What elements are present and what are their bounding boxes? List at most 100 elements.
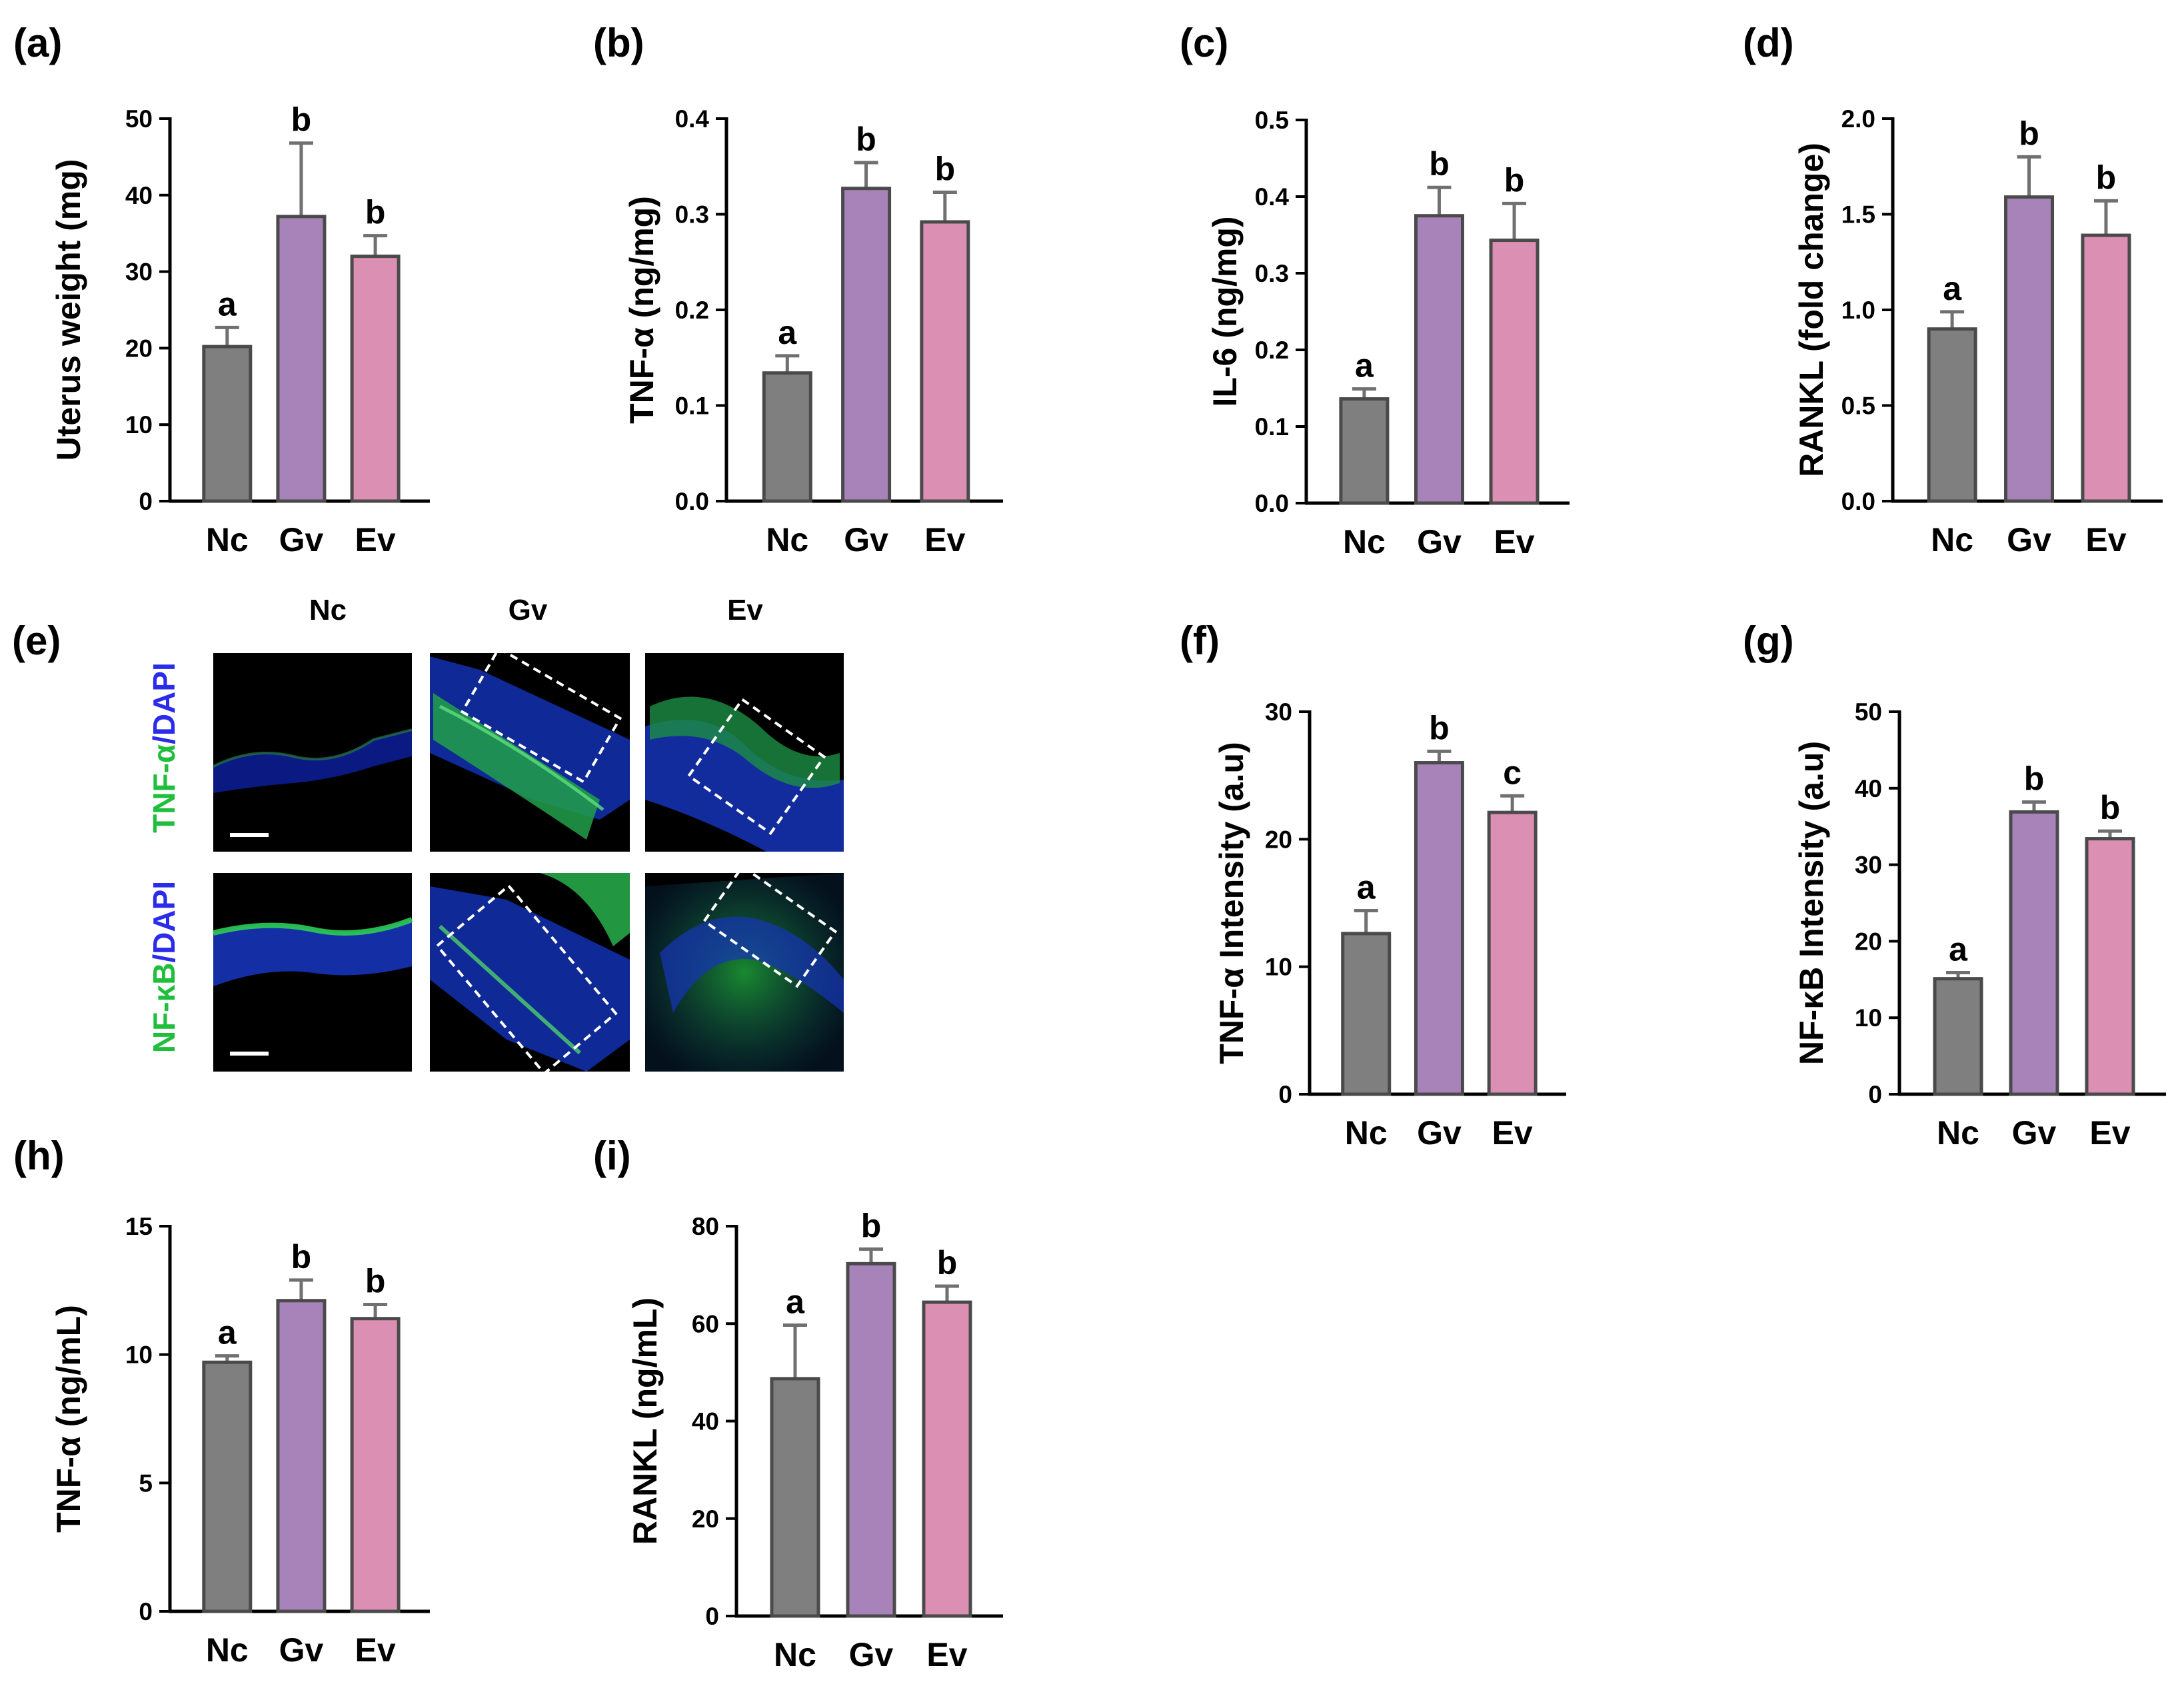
y-axis-label: RANKL (ng/mL) (626, 1297, 664, 1545)
significance-letter-ev: b (2100, 789, 2121, 826)
significance-letter-ev: c (1503, 754, 1522, 791)
y-axis-label: TNF-α (ng/mL) (50, 1305, 87, 1533)
category-label-gv: Gv (844, 521, 888, 558)
y-tick-label: 10 (125, 1341, 153, 1369)
bar-gv (2004, 195, 2055, 503)
bar-nc (1341, 932, 1392, 1096)
significance-letter-nc: a (218, 1314, 237, 1351)
y-tick-label: 10 (125, 411, 153, 438)
chart-f: (f) 0 10 20 30 TNF-α Intensity (a.u) a Nc b Gv c Ev (1180, 618, 1566, 1152)
y-tick-label: 5 (139, 1469, 153, 1497)
tnf-marker-text: TNF-α (147, 744, 181, 833)
panel-label-h: (h) (13, 1134, 65, 1178)
region-of-interest (702, 864, 838, 988)
y-tick-label: 0.0 (675, 488, 709, 515)
bar-ev (920, 220, 970, 503)
significance-letter-ev: b (2096, 159, 2117, 196)
micro-row-label-nfkb: NF-κB/DAPI (147, 881, 181, 1053)
bar-ev (350, 1317, 401, 1613)
y-tick-label: 0 (1278, 1081, 1292, 1108)
region-of-interest (460, 646, 622, 784)
y-tick-label: 0.3 (675, 201, 709, 229)
nfkb-dapi-text: DAPI (147, 881, 181, 954)
category-label-gv: Gv (2012, 1114, 2057, 1152)
category-label-ev: Ev (2085, 521, 2126, 558)
tnf-slash-text: / (147, 736, 181, 744)
bar-gv (276, 1299, 327, 1613)
bar-nc (202, 1360, 253, 1613)
bar-ev (350, 255, 401, 503)
bar-gv (276, 215, 327, 503)
y-tick-label: 50 (1855, 698, 1882, 726)
bar-nc (770, 1377, 820, 1618)
y-tick-label: 20 (692, 1505, 719, 1533)
significance-letter-gv: b (2019, 115, 2039, 152)
category-label-nc: Nc (774, 1636, 816, 1673)
micro-column-gv: Gv (509, 594, 548, 626)
y-tick-label: 0.1 (675, 393, 709, 420)
micrograph-nfkb-gv (430, 873, 630, 1076)
y-tick-label: 40 (1855, 775, 1882, 802)
category-label-nc: Nc (1931, 521, 1973, 558)
micrograph-tnf-ev (645, 653, 844, 852)
significance-letter-gv: b (2024, 760, 2045, 797)
y-tick-label: 40 (125, 182, 153, 209)
bar-gv (841, 187, 892, 503)
chart-g: (g) 0 10 20 30 40 50 NF-κB Intensity (a.u) a Nc b G… (1743, 618, 2166, 1152)
y-tick-label: 0.1 (1255, 413, 1289, 440)
significance-letter-ev: b (365, 194, 386, 231)
bar-ev (2081, 233, 2131, 503)
micro-column-ev: Ev (727, 594, 763, 626)
y-axis-label: RANKL (fold change) (1793, 143, 1830, 477)
category-label-gv: Gv (279, 1631, 324, 1669)
category-label-gv: Gv (1417, 1114, 1462, 1152)
y-tick-label: 60 (692, 1310, 719, 1337)
bar-nc (1933, 977, 1983, 1096)
significance-letter-nc: a (1949, 930, 1968, 968)
bar-ev (2085, 837, 2135, 1096)
y-tick-label: 0.5 (1255, 107, 1289, 134)
y-tick-label: 10 (1855, 1004, 1882, 1032)
micrograph-tnf-gv (430, 646, 630, 852)
y-tick-label: 20 (125, 335, 153, 362)
y-tick-label: 0.4 (675, 105, 710, 133)
y-tick-label: 0 (705, 1603, 719, 1630)
category-label-nc: Nc (1343, 523, 1386, 560)
y-tick-label: 40 (692, 1408, 719, 1435)
y-axis-label: TNF-α Intensity (a.u) (1213, 742, 1250, 1064)
significance-letter-ev: b (1504, 161, 1525, 199)
y-axis-label: NF-κB Intensity (a.u) (1793, 741, 1830, 1065)
category-label-ev: Ev (355, 1631, 396, 1669)
micro-row-label-tnf: TNF-α/DAPI (147, 662, 181, 833)
panel-label-e: (e) (12, 618, 61, 663)
y-tick-label: 0.2 (1255, 337, 1289, 364)
panel-label-f: (f) (1180, 618, 1220, 663)
bar-nc (1927, 327, 1977, 503)
scale-bar-label: 500um (230, 818, 261, 829)
significance-letter-gv: b (1429, 709, 1450, 746)
y-axis-label: IL-6 (ng/mg) (1206, 216, 1244, 407)
chart-h: (h) 0 5 10 15 TNF-α (ng/mL) a Nc b Gv b Ev (13, 1134, 430, 1669)
panel-label-b: (b) (593, 21, 644, 65)
y-tick-label: 30 (125, 259, 153, 286)
y-tick-label: 20 (1855, 928, 1882, 955)
category-label-nc: Nc (766, 521, 808, 558)
y-tick-label: 0.0 (1255, 490, 1289, 517)
scale-bar (230, 833, 269, 837)
y-tick-label: 50 (125, 105, 153, 133)
bar-ev (1489, 239, 1540, 505)
y-tick-label: 0 (1868, 1081, 1882, 1108)
y-tick-label: 2.0 (1841, 105, 1875, 133)
panel-label-c: (c) (1180, 21, 1228, 65)
significance-letter-gv: b (1429, 145, 1450, 183)
category-label-gv: Gv (2007, 521, 2051, 558)
chart-d: (d) 0.0 0.5 1.0 1.5 2.0 RANKL (fold change) a Nc… (1743, 21, 2163, 558)
y-tick-label: 0.5 (1841, 393, 1875, 420)
tnf-dapi-text: DAPI (147, 662, 181, 736)
y-axis-label: TNF-α (ng/mg) (623, 196, 660, 424)
category-label-nc: Nc (206, 1631, 249, 1669)
micrograph-nfkb-nc: 500um (213, 873, 413, 1072)
micro-column-nc: Nc (309, 594, 347, 626)
